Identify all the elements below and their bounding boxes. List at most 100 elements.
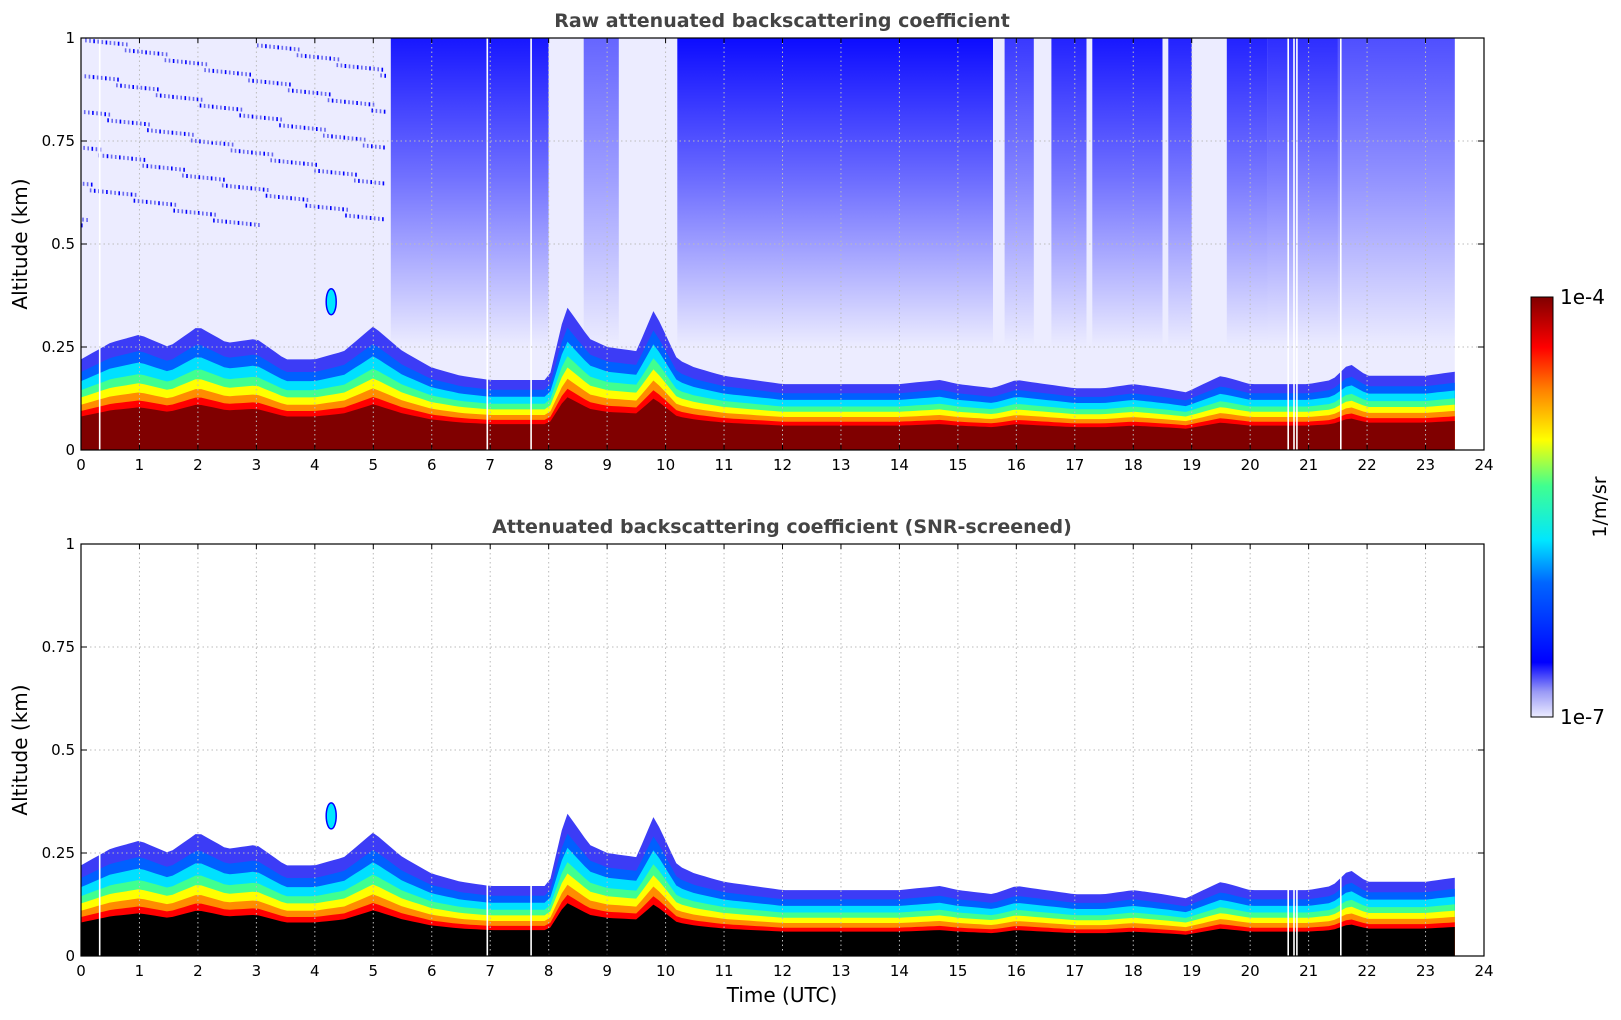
noise-speckle: [113, 77, 115, 82]
noise-speckle: [245, 221, 248, 226]
noise-speckle: [119, 119, 122, 124]
noise-speckle: [173, 208, 175, 213]
noise-speckle: [294, 196, 296, 201]
noise-speckle: [166, 166, 169, 171]
noise-speckle: [158, 201, 160, 206]
noise-speckle: [234, 184, 236, 189]
noise-speckle: [175, 131, 178, 136]
noise-speckle: [260, 79, 263, 84]
x-tick-label: 9: [602, 962, 612, 980]
noise-speckle: [175, 167, 177, 171]
noise-speckle: [162, 201, 164, 206]
noise-speckle: [234, 148, 237, 153]
noise-speckle: [105, 76, 107, 81]
x-tick-label: 3: [252, 962, 262, 980]
x-tick-label: 1: [135, 456, 145, 474]
panel2-heatmap: [81, 544, 1455, 956]
noise-speckle: [366, 179, 368, 184]
noise-speckle: [340, 63, 343, 68]
noise-speckle: [277, 45, 279, 50]
noise-speckle: [140, 85, 143, 90]
noise-speckle: [344, 64, 347, 68]
noise-speckle: [365, 66, 367, 70]
x-tick-label: 14: [890, 962, 909, 980]
noise-speckle: [140, 121, 142, 126]
noise-speckle: [159, 93, 162, 98]
noise-speckle: [236, 107, 239, 112]
noise-speckle: [109, 76, 111, 81]
noise-speckle: [159, 129, 161, 134]
noise-speckle: [108, 112, 111, 117]
x-tick-label: 23: [1416, 456, 1435, 474]
noise-speckle: [313, 204, 316, 209]
noise-speckle: [269, 44, 271, 49]
aerosol-signal-region: [1337, 38, 1455, 347]
noise-speckle: [126, 192, 129, 197]
noise-speckle: [345, 213, 347, 218]
noise-speckle: [137, 49, 139, 54]
noise-speckle: [369, 216, 372, 220]
noise-speckle: [249, 72, 251, 77]
noise-speckle: [231, 142, 234, 147]
noise-speckle: [167, 130, 170, 135]
noise-speckle: [329, 56, 331, 61]
noise-speckle: [295, 124, 298, 129]
noise-speckle: [98, 189, 100, 194]
noise-speckle: [356, 65, 359, 70]
noise-speckle: [194, 174, 196, 179]
noise-speckle: [362, 179, 364, 184]
noise-speckle: [333, 57, 336, 61]
noise-speckle: [223, 141, 226, 146]
noise-speckle: [188, 96, 191, 101]
noise-speckle: [128, 48, 131, 53]
noise-speckle: [145, 199, 148, 204]
noise-speckle: [166, 202, 168, 206]
noise-speckle: [314, 168, 316, 173]
noise-speckle: [221, 219, 223, 224]
noise-speckle: [267, 152, 270, 157]
x-tick-label: 18: [1124, 456, 1143, 474]
noise-speckle: [152, 87, 155, 91]
noise-speckle: [324, 92, 327, 96]
noise-speckle: [211, 104, 214, 109]
noise-speckle: [183, 131, 186, 136]
noise-speckle: [96, 111, 98, 116]
noise-speckle: [107, 118, 109, 123]
noise-speckle: [273, 45, 275, 49]
noise-speckle: [220, 105, 222, 110]
noise-speckle: [185, 60, 187, 65]
noise-speckle: [343, 135, 346, 140]
noise-speckle: [303, 161, 305, 166]
x-tick-label: 12: [773, 456, 792, 474]
noise-speckle: [114, 190, 116, 195]
noise-speckle: [372, 102, 375, 107]
noise-speckle: [89, 38, 91, 43]
noise-speckle: [201, 61, 203, 66]
noise-speckle: [354, 178, 356, 183]
noise-speckle: [320, 91, 323, 96]
noise-speckle: [208, 68, 210, 73]
noise-speckle: [230, 148, 233, 153]
noise-speckle: [93, 188, 96, 193]
noise-speckle: [316, 91, 319, 96]
noise-speckle: [100, 111, 102, 116]
noise-speckle: [146, 164, 149, 169]
noise-speckle: [203, 103, 206, 108]
noise-speckle: [111, 118, 113, 123]
noise-speckle: [144, 122, 146, 126]
colorbar-unit-label: 1/m/sr: [1589, 476, 1611, 537]
x-tick-label: 24: [1474, 962, 1493, 980]
noise-speckle: [280, 81, 283, 86]
noise-speckle: [361, 65, 363, 70]
x-tick-label: 17: [1065, 456, 1084, 474]
x-tick-label: 24: [1474, 456, 1493, 474]
noise-speckle: [117, 41, 120, 46]
noise-speckle: [149, 50, 151, 55]
noise-speckle: [352, 64, 355, 69]
noise-speckle: [347, 136, 350, 141]
noise-speckle: [164, 58, 167, 63]
noise-speckle: [192, 132, 194, 137]
noise-speckle: [181, 59, 183, 64]
noise-speckle: [272, 80, 275, 85]
noise-speckle: [357, 214, 360, 219]
